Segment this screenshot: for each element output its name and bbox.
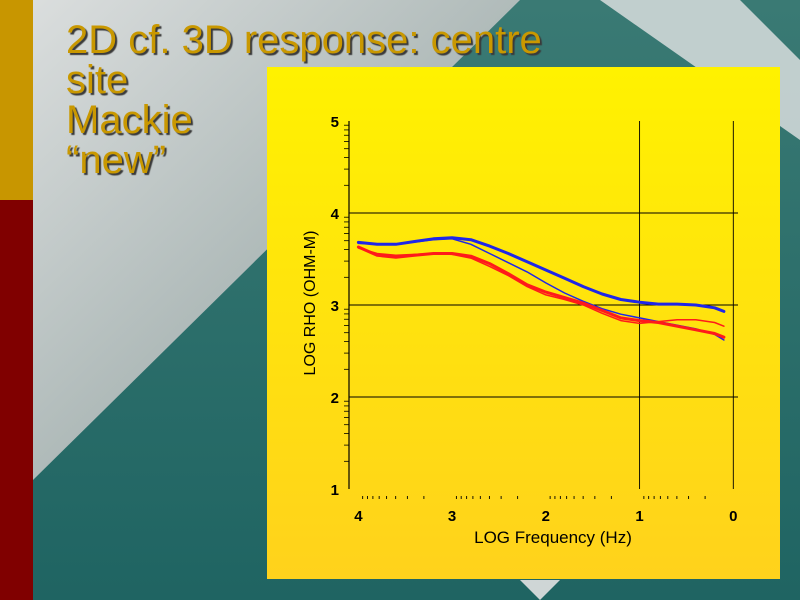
x-tick-label: 4 xyxy=(354,508,363,525)
title-line: 2D cf. 3D response: centre xyxy=(66,18,542,62)
series-line xyxy=(357,247,725,327)
title-line: “new” xyxy=(66,138,167,182)
y-tick-label: 4 xyxy=(331,206,340,223)
chart-panel: 1 2 3 4 5 4 3 2 1 0 LOG Frequency (Hz) LOG RHO (O… xyxy=(267,67,780,579)
title-line: Mackie xyxy=(66,98,193,142)
y-axis-label: LOG RHO (OHM-M) xyxy=(302,231,319,376)
tick-labels: 1 2 3 4 5 4 3 2 1 0 xyxy=(331,114,738,525)
accent-stripe-bottom xyxy=(0,200,33,600)
minor-ticks xyxy=(344,124,706,499)
accent-stripe-top xyxy=(0,0,33,200)
title-line: site xyxy=(66,58,129,102)
y-tick-label: 1 xyxy=(331,482,339,499)
y-tick-label: 5 xyxy=(331,114,339,131)
x-axis-label: LOG Frequency (Hz) xyxy=(474,528,632,547)
x-tick-label: 1 xyxy=(635,508,643,525)
x-tick-label: 3 xyxy=(448,508,456,525)
series-layer xyxy=(356,236,726,341)
y-tick-label: 2 xyxy=(331,390,339,407)
slide-title: 2D cf. 3D response: centre site Mackie “… xyxy=(66,20,666,180)
y-tick-label: 3 xyxy=(331,298,339,315)
x-tick-label: 0 xyxy=(729,508,737,525)
series-line xyxy=(356,236,726,313)
x-tick-label: 2 xyxy=(542,508,550,525)
resistivity-chart: 1 2 3 4 5 4 3 2 1 0 LOG Frequency (Hz) LOG RHO (O… xyxy=(302,114,738,547)
